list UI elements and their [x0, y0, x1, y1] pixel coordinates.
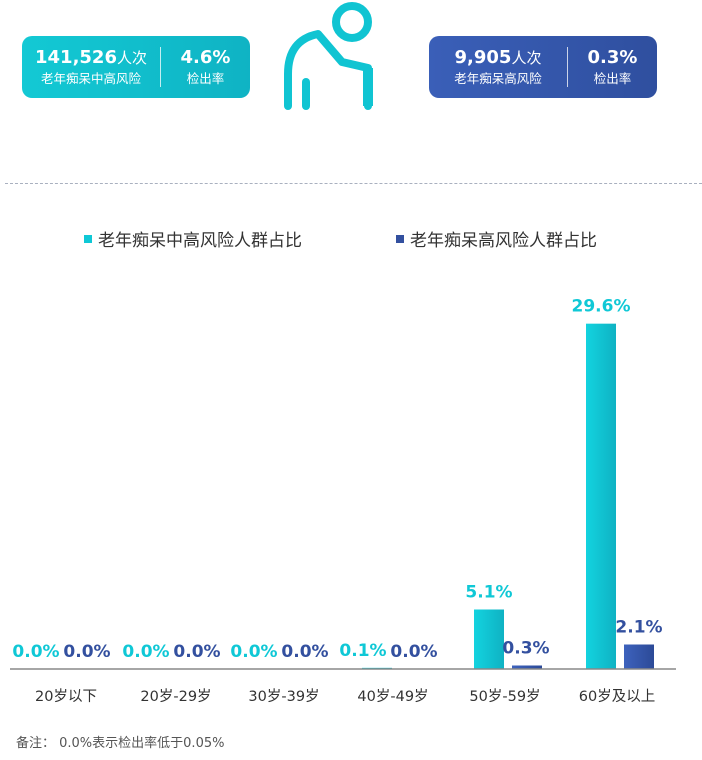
data-label-mid-high-5: 29.6%	[572, 297, 631, 317]
footnote: 备注： 0.0%表示检出率低于0.05%	[16, 736, 225, 751]
legend-item-mid-high: 老年痴呆中高风险人群占比	[84, 226, 302, 251]
data-label-mid-high-2: 0.0%	[230, 642, 277, 662]
data-label-mid-high-3: 0.1%	[339, 641, 386, 661]
high-risk-card: 9,905人次 老年痴呆高风险 0.3% 检出率	[429, 36, 657, 98]
data-label-mid-high-4: 5.1%	[465, 583, 512, 603]
x-tick-label-1: 20岁-29岁	[140, 688, 211, 705]
x-tick-label-4: 50岁-59岁	[469, 688, 540, 705]
high-rate: 0.3%	[587, 47, 638, 68]
mid-high-count: 141,526	[35, 47, 117, 68]
section-divider	[5, 183, 702, 184]
data-label-high-0: 0.0%	[63, 642, 110, 662]
mid-high-rate: 4.6%	[180, 47, 231, 68]
high-unit: 人次	[511, 49, 542, 67]
mid-high-unit: 人次	[116, 49, 147, 67]
x-tick-label-2: 30岁-39岁	[248, 688, 319, 705]
elderly-person-icon	[284, 2, 373, 110]
bar-mid-high-5	[586, 323, 616, 669]
bar-high-5	[624, 644, 654, 669]
high-label: 老年痴呆高风险	[454, 71, 542, 86]
legend-label-high: 老年痴呆高风险人群占比	[410, 231, 597, 251]
card-divider	[160, 47, 161, 87]
x-tick-label-0: 20岁以下	[35, 688, 97, 705]
high-rate-label: 检出率	[593, 71, 632, 86]
data-label-mid-high-1: 0.0%	[122, 642, 169, 662]
data-label-high-3: 0.0%	[390, 642, 437, 662]
legend-label-mid-high: 老年痴呆中高风险人群占比	[98, 231, 302, 251]
x-tick-label-3: 40岁-49岁	[357, 688, 428, 705]
data-label-high-5: 2.1%	[615, 618, 662, 638]
data-label-high-1: 0.0%	[173, 642, 220, 662]
legend-item-high: 老年痴呆高风险人群占比	[396, 226, 597, 251]
mid-high-risk-card: 141,526人次 老年痴呆中高风险 4.6% 检出率	[22, 36, 250, 98]
card-divider	[567, 47, 568, 87]
bar-high-4	[512, 665, 542, 669]
high-count: 9,905	[454, 47, 512, 68]
bar-mid-high-4	[474, 609, 504, 669]
legend-swatch-blue	[396, 234, 404, 243]
data-label-mid-high-0: 0.0%	[12, 642, 59, 662]
data-label-high-2: 0.0%	[281, 642, 328, 662]
x-tick-label-5: 60岁及以上	[579, 688, 655, 705]
mid-high-rate-label: 检出率	[186, 71, 225, 86]
mid-high-label: 老年痴呆中高风险	[40, 71, 141, 86]
data-label-high-4: 0.3%	[502, 639, 549, 659]
legend-swatch-teal	[84, 234, 92, 243]
